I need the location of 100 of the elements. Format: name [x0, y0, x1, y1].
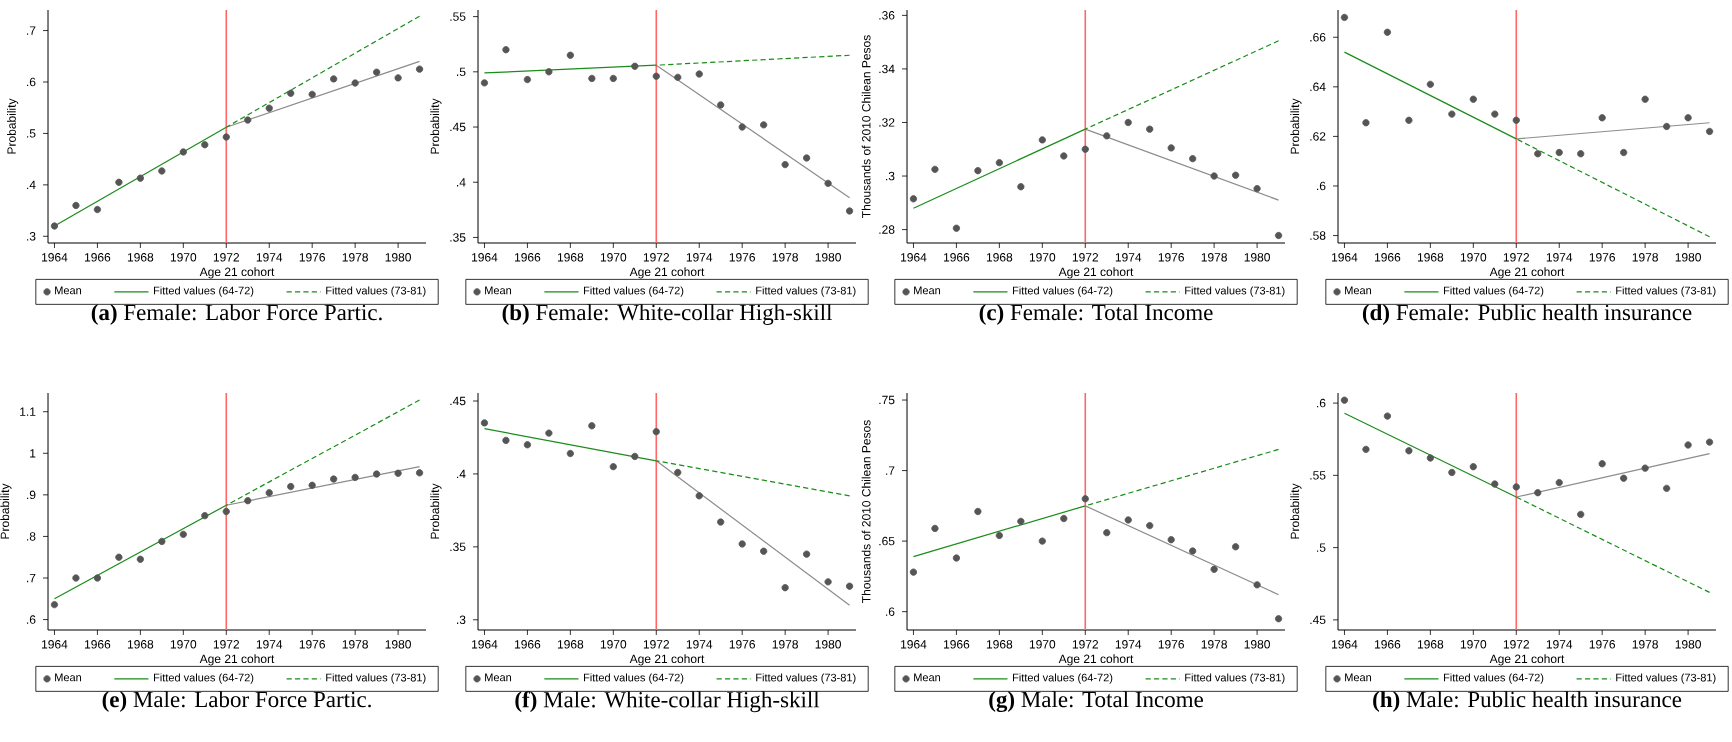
- x-tick-label: 1972: [1072, 640, 1099, 649]
- legend-label: Fitted values (73-81): [326, 673, 426, 684]
- point: [738, 123, 746, 131]
- point: [373, 68, 381, 76]
- point: [1232, 543, 1240, 551]
- x-tick-label: 1968: [557, 640, 584, 649]
- legend-label: Fitted values (64-72): [154, 286, 254, 297]
- legend-label: Mean: [1345, 286, 1372, 295]
- point: [1362, 445, 1370, 453]
- x-tick-label: 1974: [1115, 640, 1142, 649]
- text: (a) Female: Labor Force Partic.: [91, 304, 382, 325]
- x-tick-label: 1968: [986, 253, 1013, 262]
- text: (g) Male: Total Income: [989, 691, 1203, 713]
- legend-label: Fitted values (73-81): [1185, 286, 1285, 297]
- point: [1534, 150, 1542, 158]
- point: [72, 574, 80, 582]
- point: [136, 555, 144, 563]
- point: [244, 497, 252, 505]
- y-tick-label: .75: [879, 395, 895, 405]
- x-tick-label: 1968: [1417, 253, 1444, 262]
- y-tick-label: .3: [886, 171, 895, 181]
- x-tick-label: 1966: [943, 640, 970, 649]
- x-tick-label: 1972: [1503, 253, 1530, 262]
- point: [566, 449, 574, 458]
- y-tick-label: .35: [450, 233, 466, 242]
- point: [1060, 514, 1068, 523]
- legend-label: Mean: [914, 673, 941, 682]
- point: [265, 489, 273, 497]
- point: [394, 469, 402, 477]
- point: [72, 201, 80, 210]
- x-tick-label: 1980: [1244, 253, 1270, 262]
- point: [1274, 231, 1283, 240]
- x-tick-label: 1972: [1503, 640, 1530, 649]
- x-tick-label: 1978: [1632, 253, 1658, 262]
- point: [1577, 510, 1585, 518]
- x-tick-label: 1966: [1374, 253, 1401, 262]
- x-tick-label: 1974: [1115, 253, 1142, 262]
- point: [523, 75, 532, 84]
- point: [415, 65, 424, 73]
- y-tick-label: .4: [457, 178, 466, 187]
- x-axis-title: Age 21 cohort: [1058, 654, 1134, 666]
- point: [695, 492, 703, 500]
- point: [50, 601, 59, 609]
- y-tick-label: .45: [1310, 615, 1326, 625]
- text: (d) Female: Public health insurance: [1362, 304, 1692, 325]
- point: [1405, 116, 1413, 124]
- x-tick-label: 1978: [1632, 640, 1658, 649]
- x-tick-label: 1966: [1374, 640, 1401, 649]
- point: [1469, 95, 1477, 103]
- y-axis-title: Probability: [7, 98, 19, 154]
- point: [523, 441, 532, 449]
- point: [1103, 132, 1111, 140]
- point: [1684, 441, 1692, 449]
- point: [760, 547, 768, 555]
- point: [1060, 152, 1068, 160]
- point: [652, 72, 660, 80]
- x-tick-label: 1966: [84, 640, 111, 649]
- x-axis-title: Age 21 cohort: [199, 654, 275, 666]
- point: [1146, 125, 1154, 133]
- y-tick-label: .6: [27, 615, 36, 624]
- point: [995, 159, 1003, 167]
- x-axis-title: Age 21 cohort: [1489, 267, 1565, 279]
- x-tick-label: 1966: [84, 253, 111, 262]
- point: [415, 469, 424, 477]
- point: [588, 422, 596, 430]
- x-tick-label: 1968: [557, 253, 584, 262]
- point: [50, 222, 59, 230]
- point: [952, 224, 961, 232]
- x-tick-label: 1964: [901, 253, 927, 262]
- x-tick-label: 1980: [1675, 640, 1701, 649]
- legend-label: Mean: [1345, 673, 1372, 682]
- y-axis-title: Probability: [430, 98, 442, 154]
- point: [201, 512, 209, 520]
- y-tick-label: .4: [457, 469, 466, 479]
- point: [1167, 144, 1175, 152]
- point: [824, 578, 832, 586]
- legend-label: Fitted values (64-72): [154, 673, 254, 684]
- point: [351, 473, 359, 481]
- x-tick-label: 1980: [1244, 640, 1270, 649]
- point: [803, 550, 811, 558]
- legend-label: Mean: [55, 673, 82, 682]
- point: [93, 574, 102, 582]
- x-tick-label: 1970: [1029, 253, 1056, 262]
- y-tick-label: .66: [1310, 33, 1326, 42]
- point: [1167, 536, 1175, 544]
- x-axis-title: Age 21 cohort: [199, 267, 275, 279]
- y-axis-title: Probability: [430, 483, 442, 539]
- legend-label: Fitted values (64-72): [1444, 286, 1544, 297]
- point: [93, 205, 102, 214]
- point: [545, 68, 553, 76]
- point: [1598, 114, 1606, 122]
- x-tick-label: 1964: [1332, 640, 1358, 649]
- y-tick-label: 1.1: [20, 407, 36, 416]
- x-tick-label: 1978: [772, 640, 798, 649]
- point: [1210, 565, 1218, 573]
- legend-label: Fitted values (73-81): [326, 286, 426, 297]
- point: [1038, 537, 1046, 545]
- point: [1663, 484, 1671, 492]
- point: [1038, 136, 1046, 144]
- x-tick-label: 1970: [1460, 253, 1487, 262]
